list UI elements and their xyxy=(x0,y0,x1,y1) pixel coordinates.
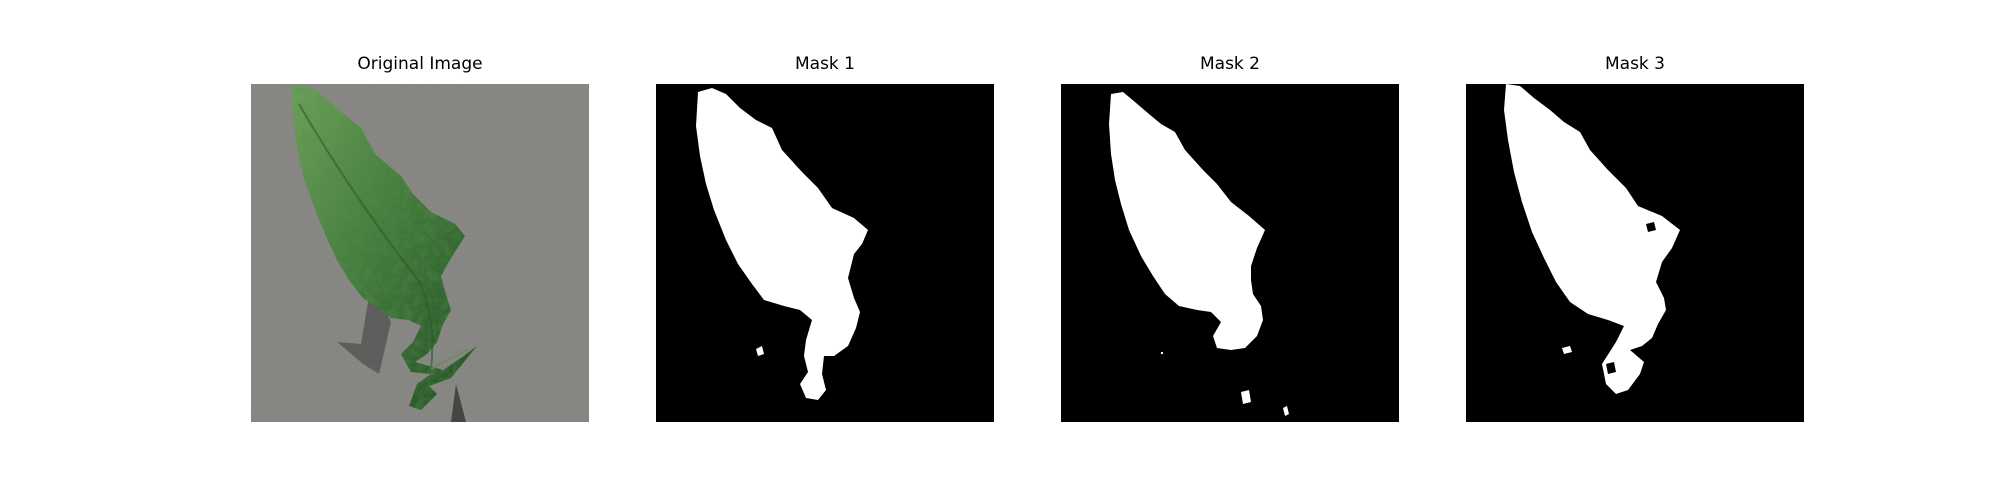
panel-mask-3: Mask 3 xyxy=(1466,54,1804,422)
panel-title: Mask 1 xyxy=(794,54,855,74)
mask-1-image xyxy=(656,84,994,422)
mask-2-image xyxy=(1061,84,1399,422)
panel-mask-2: Mask 2 xyxy=(1061,54,1399,422)
mask-region xyxy=(696,88,868,400)
panel-mask-1: Mask 1 xyxy=(656,54,994,422)
mask-3-image xyxy=(1466,84,1804,422)
mask-hole xyxy=(1606,362,1616,374)
panel-title: Mask 3 xyxy=(1604,54,1665,74)
original-image xyxy=(251,84,589,422)
mask-region xyxy=(1504,84,1680,394)
panel-original-image: Original Image xyxy=(251,54,589,422)
mask-hole xyxy=(1646,222,1656,232)
panel-title: Mask 2 xyxy=(1199,54,1260,74)
mask-region xyxy=(1109,92,1265,350)
panel-title: Original Image xyxy=(357,54,483,74)
